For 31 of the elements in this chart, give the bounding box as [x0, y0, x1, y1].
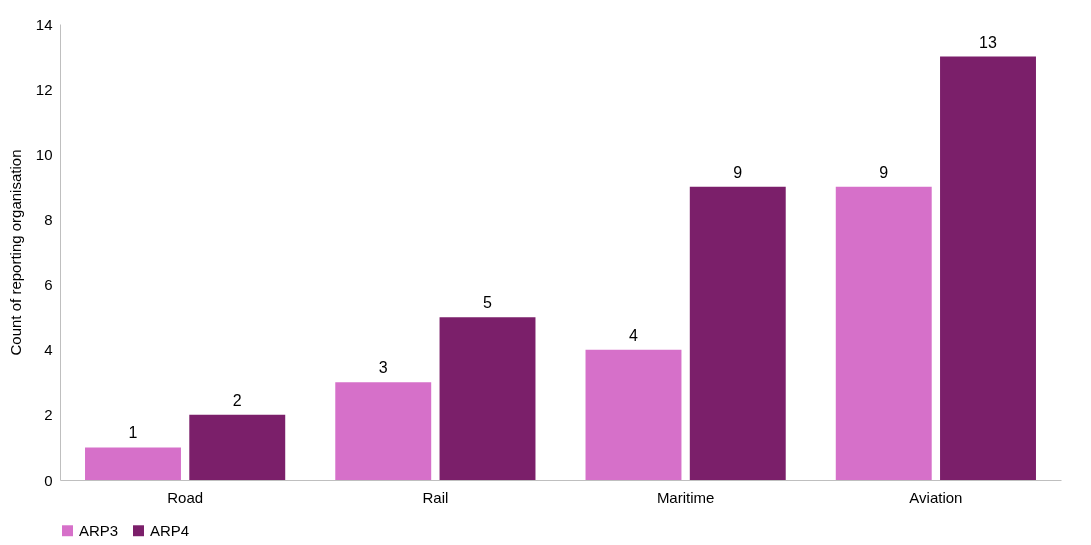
y-tick-label: 14: [35, 15, 53, 33]
bar: [335, 382, 432, 480]
bar: [85, 447, 181, 480]
bar: [189, 414, 286, 480]
bar: [689, 186, 786, 480]
data-label: 1: [128, 424, 138, 442]
x-tick-label: Road: [167, 488, 204, 506]
bar: [585, 349, 682, 480]
legend-label: ARP3: [79, 521, 119, 539]
x-tick-label: Rail: [422, 488, 449, 506]
x-tick-label: Maritime: [656, 488, 715, 506]
y-tick-label: 0: [44, 471, 53, 489]
bar: [835, 186, 932, 480]
legend-label: ARP4: [150, 521, 190, 539]
bar: [439, 317, 536, 480]
y-tick-label: 8: [44, 210, 53, 228]
y-tick-label: 4: [44, 341, 53, 359]
data-label: 4: [629, 326, 639, 344]
data-label: 3: [378, 359, 388, 377]
y-tick-label: 10: [35, 145, 53, 163]
data-label: 9: [733, 163, 743, 181]
data-label: 9: [879, 163, 889, 181]
bar: [940, 56, 1036, 480]
y-tick-label: 6: [44, 276, 53, 294]
data-label: 13: [979, 33, 998, 51]
y-tick-label: 12: [35, 80, 53, 98]
x-tick-label: Aviation: [909, 488, 963, 506]
data-label: 5: [483, 294, 493, 312]
y-tick-label: 2: [44, 406, 53, 424]
y-axis-title: Count of reporting organisation: [6, 149, 24, 356]
data-label: 2: [232, 391, 242, 409]
